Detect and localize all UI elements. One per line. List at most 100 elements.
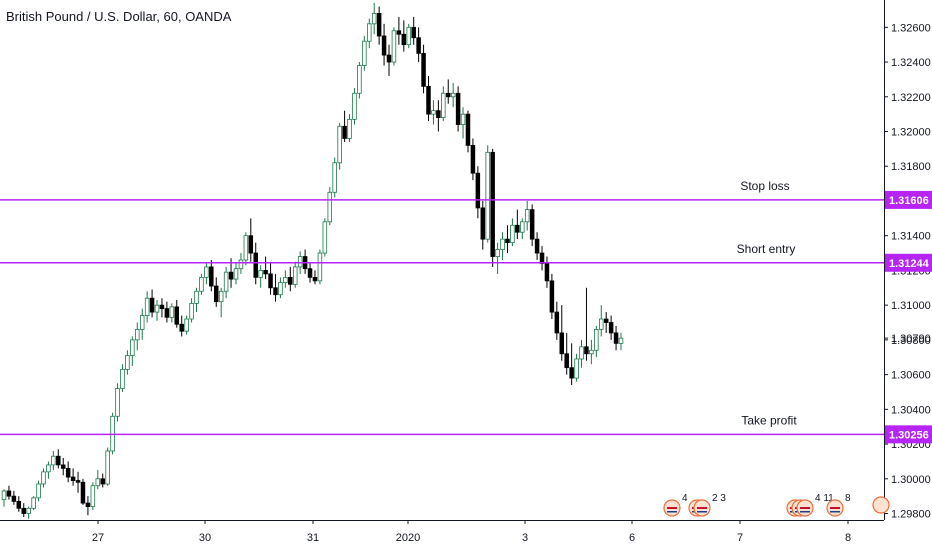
candle[interactable]	[603, 318, 609, 323]
candle[interactable]	[613, 332, 619, 344]
candle[interactable]	[307, 268, 313, 278]
candle[interactable]	[337, 125, 342, 164]
candle[interactable]	[594, 329, 599, 351]
candle[interactable]	[332, 162, 337, 193]
candle[interactable]	[480, 207, 486, 240]
candle[interactable]	[70, 476, 76, 481]
candle[interactable]	[209, 266, 214, 287]
candle[interactable]	[520, 221, 525, 233]
candle[interactable]	[357, 65, 362, 94]
candle[interactable]	[189, 303, 194, 320]
candle[interactable]	[544, 263, 550, 282]
candle[interactable]	[505, 238, 510, 244]
candle[interactable]	[60, 464, 66, 469]
candle[interactable]	[490, 151, 495, 257]
candle[interactable]	[475, 172, 481, 209]
candle[interactable]	[376, 13, 382, 37]
candle[interactable]	[322, 221, 328, 254]
candle[interactable]	[381, 35, 387, 56]
candle[interactable]	[268, 273, 273, 289]
candle[interactable]	[559, 332, 565, 355]
candle[interactable]	[179, 323, 184, 332]
candle[interactable]	[579, 346, 584, 360]
candle[interactable]	[292, 266, 298, 285]
candle[interactable]	[51, 455, 56, 466]
candle[interactable]	[421, 52, 426, 87]
candle[interactable]	[431, 110, 436, 115]
candle[interactable]	[248, 235, 254, 254]
candle[interactable]	[441, 92, 446, 119]
candle[interactable]	[554, 311, 560, 334]
candle[interactable]	[159, 304, 165, 310]
candle[interactable]	[500, 238, 505, 250]
candle[interactable]	[599, 318, 604, 330]
candle[interactable]	[549, 280, 555, 313]
candle[interactable]	[31, 497, 36, 509]
candle[interactable]	[100, 478, 105, 485]
candle[interactable]	[174, 306, 180, 325]
candle[interactable]	[135, 329, 140, 341]
candle[interactable]	[371, 13, 377, 25]
candle[interactable]	[367, 23, 372, 42]
candle[interactable]	[223, 271, 229, 292]
candle[interactable]	[278, 282, 283, 296]
candle[interactable]	[90, 485, 96, 507]
candle[interactable]	[569, 367, 574, 379]
candle[interactable]	[539, 252, 545, 264]
price-axis-panel[interactable]	[884, 0, 932, 550]
candle[interactable]	[144, 297, 150, 316]
candle[interactable]	[75, 480, 81, 483]
candle[interactable]	[589, 349, 594, 355]
candle[interactable]	[263, 270, 268, 275]
candle[interactable]	[1, 490, 7, 501]
candle[interactable]	[510, 224, 515, 244]
candle[interactable]	[574, 358, 579, 379]
candle[interactable]	[391, 30, 397, 63]
candle[interactable]	[347, 118, 352, 139]
candle[interactable]	[130, 339, 135, 356]
candle[interactable]	[95, 478, 101, 487]
candle[interactable]	[120, 368, 125, 389]
candle[interactable]	[352, 92, 357, 120]
candle[interactable]	[416, 37, 421, 54]
candle[interactable]	[65, 467, 71, 478]
candle[interactable]	[184, 318, 189, 332]
candle[interactable]	[401, 33, 407, 46]
candle[interactable]	[608, 322, 614, 334]
candle[interactable]	[154, 304, 160, 313]
candle[interactable]	[204, 266, 209, 278]
candle[interactable]	[327, 191, 333, 223]
candle[interactable]	[515, 224, 520, 233]
candle[interactable]	[297, 256, 303, 268]
candle[interactable]	[139, 315, 145, 330]
candle[interactable]	[233, 268, 239, 280]
candle[interactable]	[253, 252, 258, 278]
candle[interactable]	[164, 308, 170, 318]
candle[interactable]	[450, 92, 456, 98]
candle[interactable]	[470, 144, 476, 174]
candle[interactable]	[564, 353, 569, 369]
candle[interactable]	[312, 276, 318, 282]
candle[interactable]	[445, 92, 451, 98]
candle[interactable]	[85, 502, 91, 507]
candle[interactable]	[317, 252, 323, 282]
candle[interactable]	[149, 297, 155, 313]
candle[interactable]	[283, 276, 288, 283]
candle[interactable]	[228, 271, 234, 280]
candle[interactable]	[46, 464, 51, 473]
candle[interactable]	[426, 85, 431, 115]
candle[interactable]	[618, 337, 624, 344]
candle[interactable]	[460, 113, 466, 125]
candle[interactable]	[273, 287, 278, 296]
candle[interactable]	[213, 285, 219, 303]
candle[interactable]	[26, 507, 31, 514]
candle[interactable]	[6, 490, 12, 497]
candle[interactable]	[80, 481, 86, 504]
candle[interactable]	[243, 235, 249, 261]
candle[interactable]	[16, 500, 22, 509]
candle[interactable]	[534, 238, 540, 254]
candle[interactable]	[495, 249, 500, 257]
candle[interactable]	[411, 26, 416, 39]
